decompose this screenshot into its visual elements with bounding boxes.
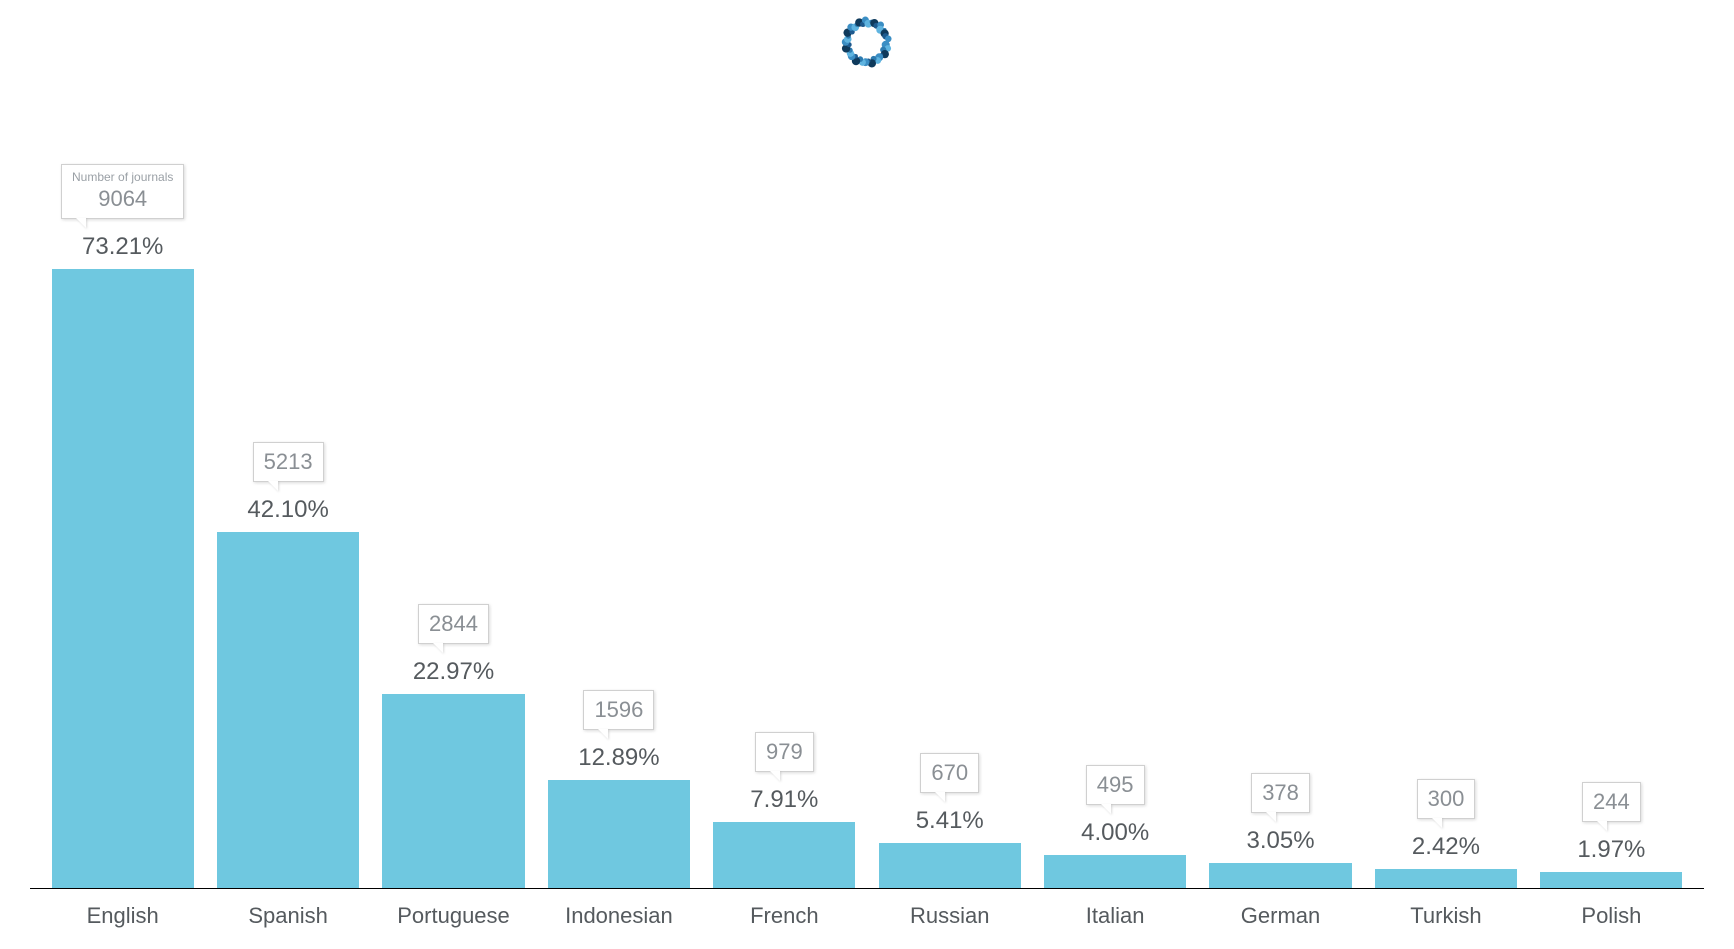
bar xyxy=(382,694,524,889)
count-callout: 2844 xyxy=(418,604,489,644)
bar-slot: 244 1.97% xyxy=(1529,80,1694,889)
count-value: 378 xyxy=(1262,780,1299,806)
percentage-label: 4.00% xyxy=(1081,819,1149,847)
chart-area: Number of journals 9064 73.21% 5213 42.10% 28… xyxy=(30,80,1704,889)
count-value: 495 xyxy=(1097,772,1134,798)
x-axis-label: Russian xyxy=(867,903,1032,929)
bar xyxy=(1209,863,1351,889)
x-axis-label: French xyxy=(702,903,867,929)
count-value: 5213 xyxy=(264,449,313,475)
count-value: 670 xyxy=(931,760,968,786)
callout-label: Number of journals xyxy=(72,171,173,184)
x-axis-label: Portuguese xyxy=(371,903,536,929)
bar-slot: 5213 42.10% xyxy=(205,80,370,889)
count-value: 9064 xyxy=(72,186,173,212)
count-callout: 1596 xyxy=(583,690,654,730)
percentage-label: 22.97% xyxy=(413,658,494,686)
count-callout: 300 xyxy=(1417,779,1476,819)
bar-slot: Number of journals 9064 73.21% xyxy=(40,80,205,889)
percentage-label: 3.05% xyxy=(1247,827,1315,855)
bar xyxy=(1540,872,1682,889)
bar-slot: 300 2.42% xyxy=(1363,80,1528,889)
bar xyxy=(1375,869,1517,889)
bars-container: Number of journals 9064 73.21% 5213 42.10% 28… xyxy=(40,80,1694,889)
count-callout: 979 xyxy=(755,732,814,772)
x-axis-label: Indonesian xyxy=(536,903,701,929)
percentage-label: 2.42% xyxy=(1412,833,1480,861)
percentage-label: 42.10% xyxy=(247,496,328,524)
bar xyxy=(1044,855,1186,889)
count-value: 1596 xyxy=(594,697,643,723)
count-callout: Number of journals 9064 xyxy=(61,164,184,219)
logo-icon xyxy=(837,12,897,72)
percentage-label: 1.97% xyxy=(1577,836,1645,864)
x-axis-label: Italian xyxy=(1032,903,1197,929)
count-callout: 5213 xyxy=(253,442,324,482)
count-callout: 495 xyxy=(1086,765,1145,805)
count-value: 2844 xyxy=(429,611,478,637)
bar-slot: 2844 22.97% xyxy=(371,80,536,889)
x-axis-label: Spanish xyxy=(205,903,370,929)
bar xyxy=(548,780,690,889)
count-value: 979 xyxy=(766,739,803,765)
count-value: 300 xyxy=(1428,786,1465,812)
bar-slot: 979 7.91% xyxy=(702,80,867,889)
count-callout: 378 xyxy=(1251,773,1310,813)
x-axis-line xyxy=(30,888,1704,889)
bar-slot: 1596 12.89% xyxy=(536,80,701,889)
percentage-label: 73.21% xyxy=(82,233,163,261)
x-axis-label: German xyxy=(1198,903,1363,929)
x-axis-label: Turkish xyxy=(1363,903,1528,929)
percentage-label: 7.91% xyxy=(750,786,818,814)
count-value: 244 xyxy=(1593,789,1630,815)
count-callout: 244 xyxy=(1582,782,1641,822)
x-axis-label: Polish xyxy=(1529,903,1694,929)
x-axis-label: English xyxy=(40,903,205,929)
bar xyxy=(217,532,359,889)
bar-slot: 670 5.41% xyxy=(867,80,1032,889)
x-axis-labels: EnglishSpanishPortugueseIndonesianFrench… xyxy=(40,903,1694,929)
bar xyxy=(52,269,194,889)
percentage-label: 12.89% xyxy=(578,744,659,772)
bar xyxy=(713,822,855,889)
bar xyxy=(879,843,1021,889)
bar-slot: 495 4.00% xyxy=(1032,80,1197,889)
bar-slot: 378 3.05% xyxy=(1198,80,1363,889)
percentage-label: 5.41% xyxy=(916,807,984,835)
count-callout: 670 xyxy=(920,753,979,793)
